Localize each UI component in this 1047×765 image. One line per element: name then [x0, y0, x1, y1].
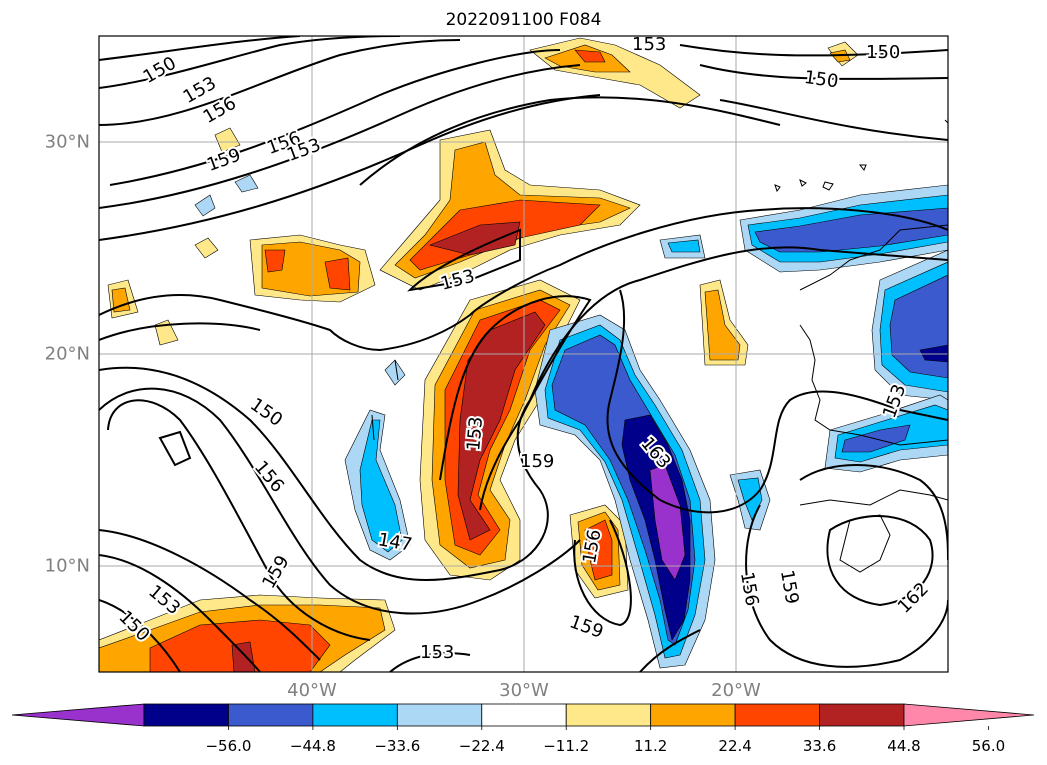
lat-label: 30°N — [44, 131, 90, 153]
colorbar-arrow-low — [11, 703, 145, 727]
colorbar-tick-label: 56.0 — [971, 737, 1006, 755]
colorbar-tick-label: −44.8 — [289, 737, 336, 755]
positive-anomaly-fills — [99, 37, 859, 672]
colorbar-tick-label: −56.0 — [205, 737, 252, 755]
lon-label: 20°W — [711, 680, 761, 701]
colorbar-segment — [650, 703, 736, 727]
contour-label: 153 — [632, 34, 666, 55]
colorbar-segment — [481, 703, 567, 727]
negative-anomaly-fills — [194, 174, 948, 669]
colorbar-tick-label: 33.6 — [802, 737, 837, 755]
coastlines — [371, 119, 948, 573]
height-contours — [99, 36, 948, 672]
colorbar-segment — [734, 703, 820, 727]
colorbar — [11, 703, 1035, 730]
colorbar-segment — [228, 703, 314, 727]
colorbar-tick-label: 44.8 — [887, 737, 921, 755]
colorbar-segment — [143, 703, 229, 727]
map-frame — [98, 35, 949, 673]
contour-label: 153 — [420, 642, 454, 663]
lon-label: 30°W — [499, 680, 549, 701]
lat-label: 10°N — [44, 555, 90, 577]
contour-label: 159 — [520, 451, 554, 472]
contour-label: 153 — [463, 416, 487, 452]
lon-label: 40°W — [287, 680, 337, 701]
colorbar-segment — [819, 703, 905, 727]
colorbar-tick-label: −11.2 — [543, 737, 590, 755]
lat-label: 20°N — [44, 343, 90, 365]
map-gridlines — [99, 36, 948, 672]
contour-label: 150 — [866, 42, 900, 63]
colorbar-segment — [565, 703, 652, 727]
colorbar-tick-label: 22.4 — [718, 737, 752, 755]
colorbar-arrow-high — [903, 703, 1035, 727]
colorbar-tick-label: −33.6 — [374, 737, 421, 755]
colorbar-tick-label: −22.4 — [458, 737, 505, 755]
colorbar-segment — [312, 703, 398, 727]
colorbar-tick-label: 11.2 — [633, 737, 668, 755]
map-title: 2022091100 F084 — [445, 10, 602, 30]
colorbar-segment — [396, 703, 483, 727]
